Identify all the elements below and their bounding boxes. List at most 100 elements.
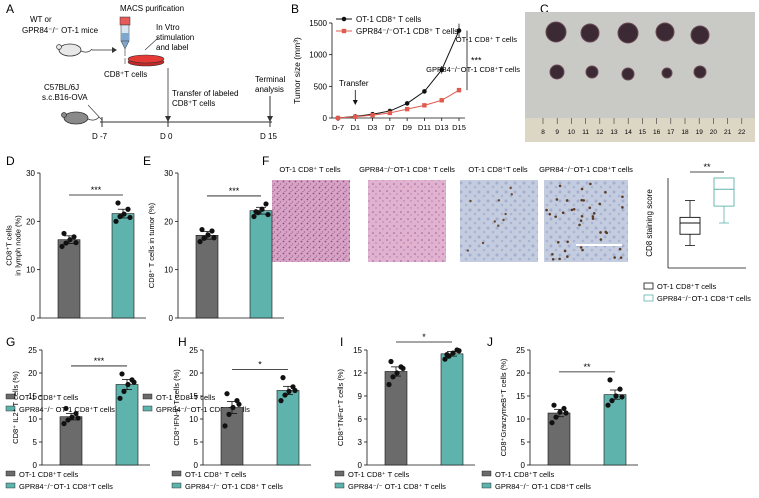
data-point <box>442 356 448 362</box>
data-point <box>394 370 400 376</box>
data-point <box>67 237 73 243</box>
y-tick-label: 30 <box>26 169 35 178</box>
ihc-stained-cells <box>466 182 624 261</box>
ruler-label: 12 <box>596 129 604 136</box>
legend-label: GPR84⁻/⁻OT-1 CD8⁺T cells <box>657 294 751 303</box>
y-axis-label: CD8 staining score <box>645 189 654 257</box>
he-image-ko <box>368 180 446 262</box>
data-point <box>113 218 119 224</box>
y-axis-label: CD8⁺T cells <box>5 225 14 266</box>
invitro-label-3: and label <box>156 43 189 52</box>
y-axis-label: Tumor size (mm³) <box>292 37 302 104</box>
bar <box>220 407 244 466</box>
ruler-label: 22 <box>738 129 746 136</box>
legend-marker <box>341 16 347 22</box>
stained-cell <box>580 187 584 191</box>
x-tick-label: D11 <box>418 123 431 132</box>
y-axis-label: CD8⁺IFN-γ⁺T cells (%) <box>172 369 181 446</box>
panel-label-h: H <box>178 335 187 349</box>
data-point <box>613 393 619 399</box>
data-point <box>619 394 625 400</box>
data-point <box>388 358 394 365</box>
data-point <box>205 232 211 238</box>
data-point <box>59 243 65 250</box>
legend-label: OT-1 CD8⁺T cells <box>19 470 78 479</box>
legend-label: OT-1 CD8⁺T cells <box>19 393 78 402</box>
ruler-label: 15 <box>639 129 647 136</box>
y-tick-label: 0 <box>33 461 38 470</box>
ruler-label: 21 <box>724 129 732 136</box>
data-point <box>259 206 265 212</box>
stained-cell <box>579 219 583 222</box>
box <box>679 216 701 235</box>
y-tick-label: 1500 <box>309 19 327 28</box>
significance-label: *** <box>229 186 240 196</box>
y-tick-label: 500 <box>314 82 328 91</box>
y-axis-label: CD8⁺TNFα⁺T cells (%) <box>336 368 345 446</box>
ruler-label: 18 <box>681 129 689 136</box>
significance-label: *** <box>91 185 102 195</box>
transfer-label-2: CD8⁺T cells <box>172 99 215 108</box>
data-point <box>230 404 236 411</box>
tumor <box>580 23 600 43</box>
stained-cell <box>591 215 595 218</box>
x-tick-label: D15 <box>452 123 466 132</box>
legend-swatch <box>5 393 16 400</box>
y-tick-label: 20 <box>28 369 37 378</box>
data-point <box>75 415 81 421</box>
stained-cell <box>570 208 574 212</box>
stained-cell <box>565 199 569 202</box>
data-point <box>263 201 269 207</box>
y-tick-label: 0 <box>169 314 174 323</box>
significance-label: * <box>258 360 262 370</box>
y-tick-label: 10 <box>28 415 37 424</box>
y-tick-label: 20 <box>189 369 198 378</box>
ruler-label: 19 <box>696 129 704 136</box>
tumor <box>545 21 567 43</box>
tumor <box>585 65 599 79</box>
host-label-1: C57BL/6J <box>44 83 79 92</box>
transfer-label-1: Transfer of labeled <box>172 89 238 98</box>
data-point <box>117 395 123 401</box>
ruler-label: 14 <box>625 129 633 136</box>
data-point <box>605 402 611 408</box>
ihc-label-ko: GPR84⁻/⁻OT-1 CD8⁺T cells <box>539 165 633 174</box>
y-tick-label: 20 <box>164 217 173 226</box>
bar <box>57 239 81 319</box>
stained-cell <box>579 246 583 249</box>
ihc-image-wt <box>460 180 538 262</box>
arrow-line <box>144 37 159 51</box>
timeline-tick-start: D -7 <box>92 132 108 141</box>
x-tick-label: D-7 <box>332 123 344 132</box>
tumor <box>549 64 565 80</box>
data-point <box>224 391 230 397</box>
stained-cell <box>466 249 470 252</box>
stained-cell <box>510 193 513 196</box>
data-point <box>265 211 271 218</box>
data-point <box>292 387 298 394</box>
tumor-photo: 8 9 10 11 12 13 14 15 16 17 18 19 20 21 22 OT-1 CD8⁺ T… <box>426 12 755 142</box>
y-tick-label: 10 <box>164 266 173 275</box>
y-axis-label: in lymph node (%) <box>14 215 23 276</box>
stained-cell <box>588 206 592 210</box>
data-point <box>125 381 131 388</box>
y-tick-label: 0 <box>194 461 199 470</box>
stained-cell <box>582 199 585 202</box>
panel-label-g: G <box>6 335 15 349</box>
ruler-label: 8 <box>541 129 545 136</box>
tumor <box>693 65 707 79</box>
stained-cell <box>578 223 581 227</box>
data-point <box>607 377 613 383</box>
tumor <box>690 25 710 45</box>
y-tick-label: 20 <box>26 217 35 226</box>
y-axis-label: CD8⁺GranzymeB⁺T cells (%) <box>499 358 508 456</box>
stained-cell <box>497 224 500 227</box>
stained-cell <box>599 238 603 241</box>
data-point <box>282 392 288 398</box>
data-point <box>286 388 292 394</box>
stained-cell <box>621 195 624 199</box>
stained-cell <box>555 198 559 201</box>
he-label-ko: GPR84⁻/⁻OT-1 CD8⁺ T cells <box>359 165 455 174</box>
y-tick-label: 25 <box>189 346 198 355</box>
